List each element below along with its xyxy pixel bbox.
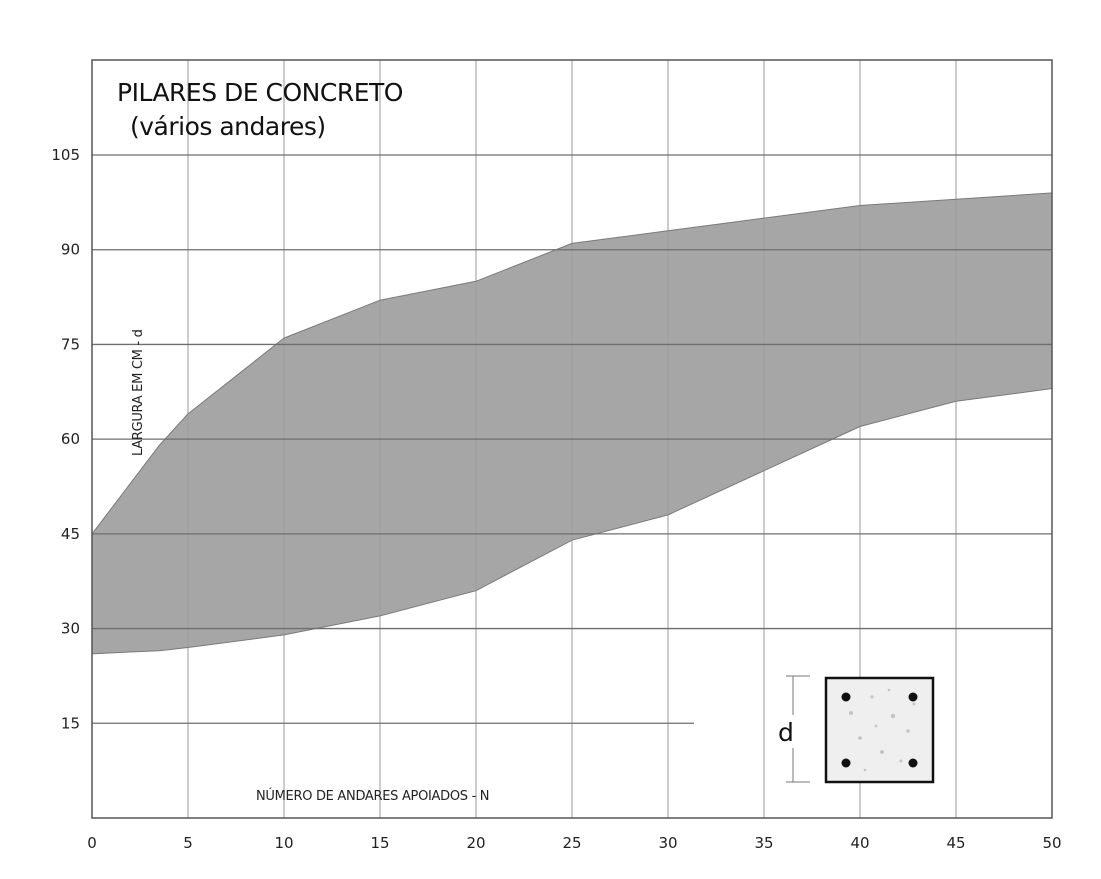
y-tick-label: 105 (51, 146, 80, 164)
y-tick-label: 60 (61, 430, 80, 448)
rebar-dot (909, 759, 918, 768)
x-tick-label: 45 (946, 834, 965, 852)
x-tick-label: 25 (562, 834, 581, 852)
x-tick-label: 40 (850, 834, 869, 852)
x-tick-label: 5 (183, 834, 193, 852)
rebar-dot (909, 693, 918, 702)
y-tick-label: 30 (61, 620, 80, 638)
chart-subtitle: (vários andares) (130, 112, 326, 141)
x-tick-label: 30 (658, 834, 677, 852)
column-section-square (826, 678, 933, 782)
x-tick-label: 50 (1042, 834, 1061, 852)
x-tick-label: 15 (370, 834, 389, 852)
x-tick-label: 35 (754, 834, 773, 852)
y-tick-label: 45 (61, 525, 80, 543)
y-tick-label: 75 (61, 335, 80, 353)
x-tick-label: 10 (274, 834, 293, 852)
x-axis-label: NÚMERO DE ANDARES APOIADOS - N (256, 788, 489, 804)
y-axis-label: LARGURA EM CM - d (131, 329, 146, 456)
x-tick-label: 0 (87, 834, 97, 852)
y-tick-label: 90 (61, 241, 80, 259)
rebar-dot (842, 693, 851, 702)
inset-dimension-label: d (778, 718, 793, 747)
x-tick-label: 20 (466, 834, 485, 852)
chart-title: PILARES DE CONCRETO (117, 78, 403, 107)
rebar-dot (842, 759, 851, 768)
y-tick-label: 15 (61, 714, 80, 732)
